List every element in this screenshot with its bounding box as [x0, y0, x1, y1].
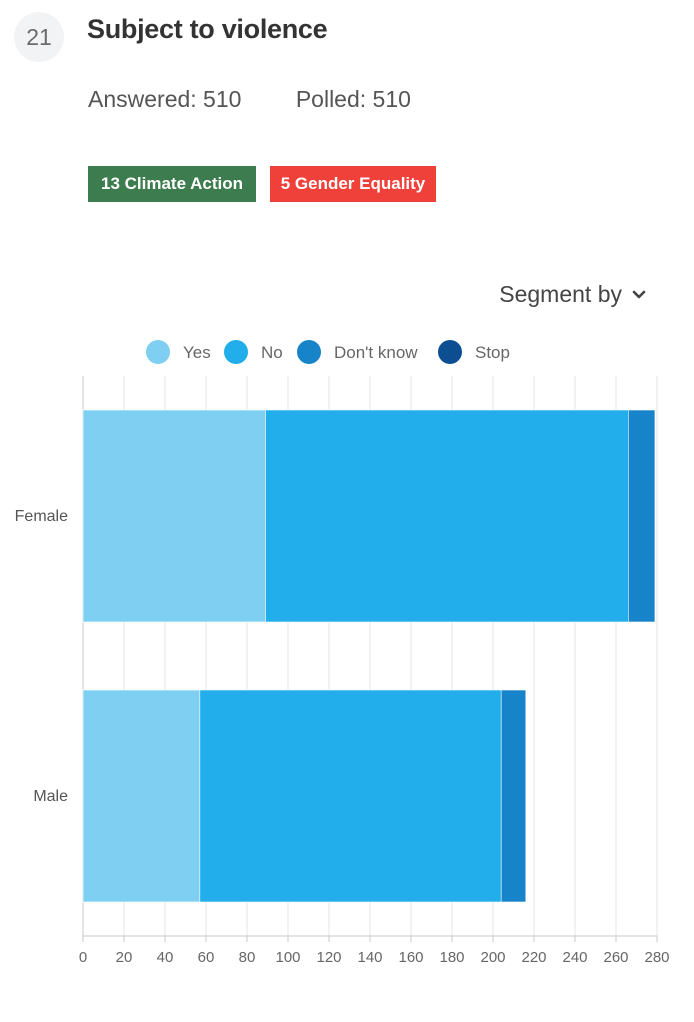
- x-tick-label: 60: [198, 949, 215, 966]
- x-tick-label: 80: [239, 949, 256, 966]
- legend-label-yes[interactable]: Yes: [183, 343, 211, 362]
- tag-gender-equality[interactable]: 5 Gender Equality: [270, 166, 436, 202]
- question-title: Subject to violence: [87, 14, 328, 44]
- x-tick-label: 160: [398, 949, 423, 966]
- legend-marker-no[interactable]: [224, 340, 248, 364]
- chevron-down-icon: [632, 290, 646, 298]
- legend-label-stop[interactable]: Stop: [475, 343, 510, 362]
- legend-marker-don-t-know[interactable]: [297, 340, 321, 364]
- x-tick-label: 40: [157, 949, 174, 966]
- x-tick-label: 140: [357, 949, 382, 966]
- segment-by-label: Segment by: [499, 281, 622, 307]
- legend-label-don-t-know[interactable]: Don't know: [334, 343, 418, 362]
- bar-male-don-t-know[interactable]: [500, 689, 527, 903]
- x-tick-label: 240: [562, 949, 587, 966]
- x-tick-label: 0: [79, 949, 87, 966]
- bar-female-yes[interactable]: [82, 409, 266, 623]
- x-tick-label: 120: [316, 949, 341, 966]
- x-tick-label: 260: [603, 949, 628, 966]
- x-tick-label: 180: [439, 949, 464, 966]
- category-label-male: Male: [33, 788, 68, 805]
- polled-count: Polled: 510: [295, 86, 411, 112]
- answered-count: Answered: 510: [88, 86, 242, 112]
- bar-female-no[interactable]: [265, 409, 629, 623]
- segment-by-dropdown[interactable]: Segment by: [499, 281, 646, 308]
- legend-marker-yes[interactable]: [146, 340, 170, 364]
- response-stats: Answered: 510 Polled: 510: [88, 86, 459, 113]
- x-tick-label: 200: [480, 949, 505, 966]
- legend-label-no[interactable]: No: [261, 343, 283, 362]
- legend-marker-stop[interactable]: [438, 340, 462, 364]
- category-label-female: Female: [15, 508, 68, 525]
- x-tick-label: 220: [521, 949, 546, 966]
- bar-male-no[interactable]: [199, 689, 502, 903]
- bar-female-don-t-know[interactable]: [627, 409, 656, 623]
- bar-male-yes[interactable]: [82, 689, 201, 903]
- x-tick-label: 100: [275, 949, 300, 966]
- x-tick-label: 20: [116, 949, 133, 966]
- stacked-bar-chart: Yes No Don't know Stop 0 20 40 60 80 100 120 140 160…: [15, 340, 670, 966]
- tag-climate-action[interactable]: 13 Climate Action: [88, 166, 256, 202]
- x-tick-label: 280: [644, 949, 669, 966]
- question-number-badge: 21: [14, 12, 64, 62]
